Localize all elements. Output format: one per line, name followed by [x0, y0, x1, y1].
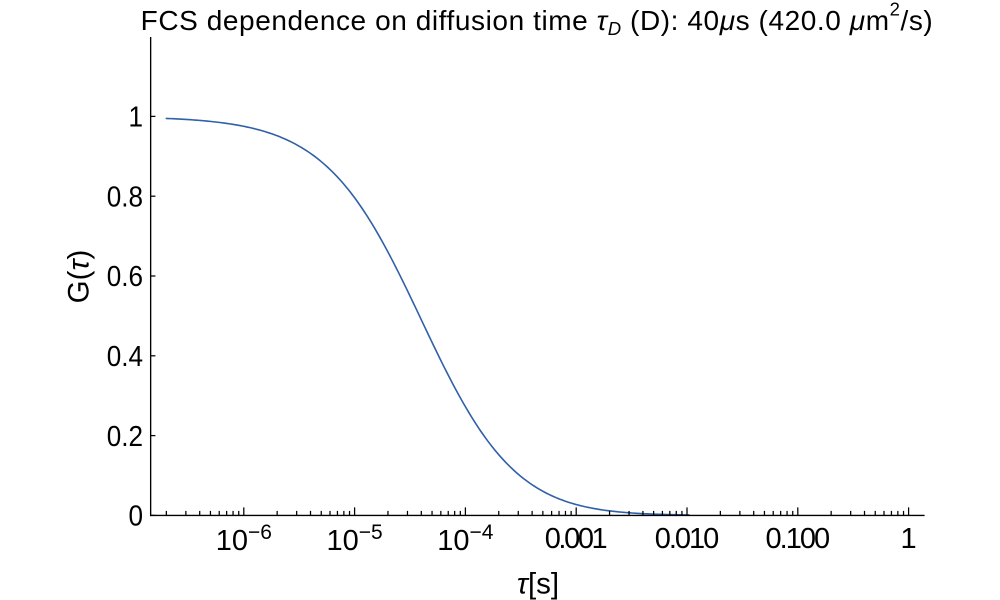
- svg-text:0.010: 0.010: [655, 523, 720, 555]
- svg-text:G(τ): G(τ): [63, 250, 96, 304]
- svg-text:0.4: 0.4: [107, 340, 143, 373]
- svg-text:0.8: 0.8: [107, 180, 143, 213]
- svg-text:0.100: 0.100: [766, 523, 831, 555]
- svg-text:1: 1: [901, 523, 917, 555]
- svg-text:FCS dependence on diffusion ti: FCS dependence on diffusion time τD (D):…: [141, 0, 934, 39]
- svg-text:τ[s]: τ[s]: [517, 568, 559, 600]
- svg-text:0.2: 0.2: [107, 420, 143, 453]
- svg-text:0.6: 0.6: [107, 260, 143, 293]
- svg-text:0.001: 0.001: [545, 523, 608, 555]
- svg-text:1: 1: [128, 100, 143, 133]
- svg-text:0: 0: [128, 499, 143, 532]
